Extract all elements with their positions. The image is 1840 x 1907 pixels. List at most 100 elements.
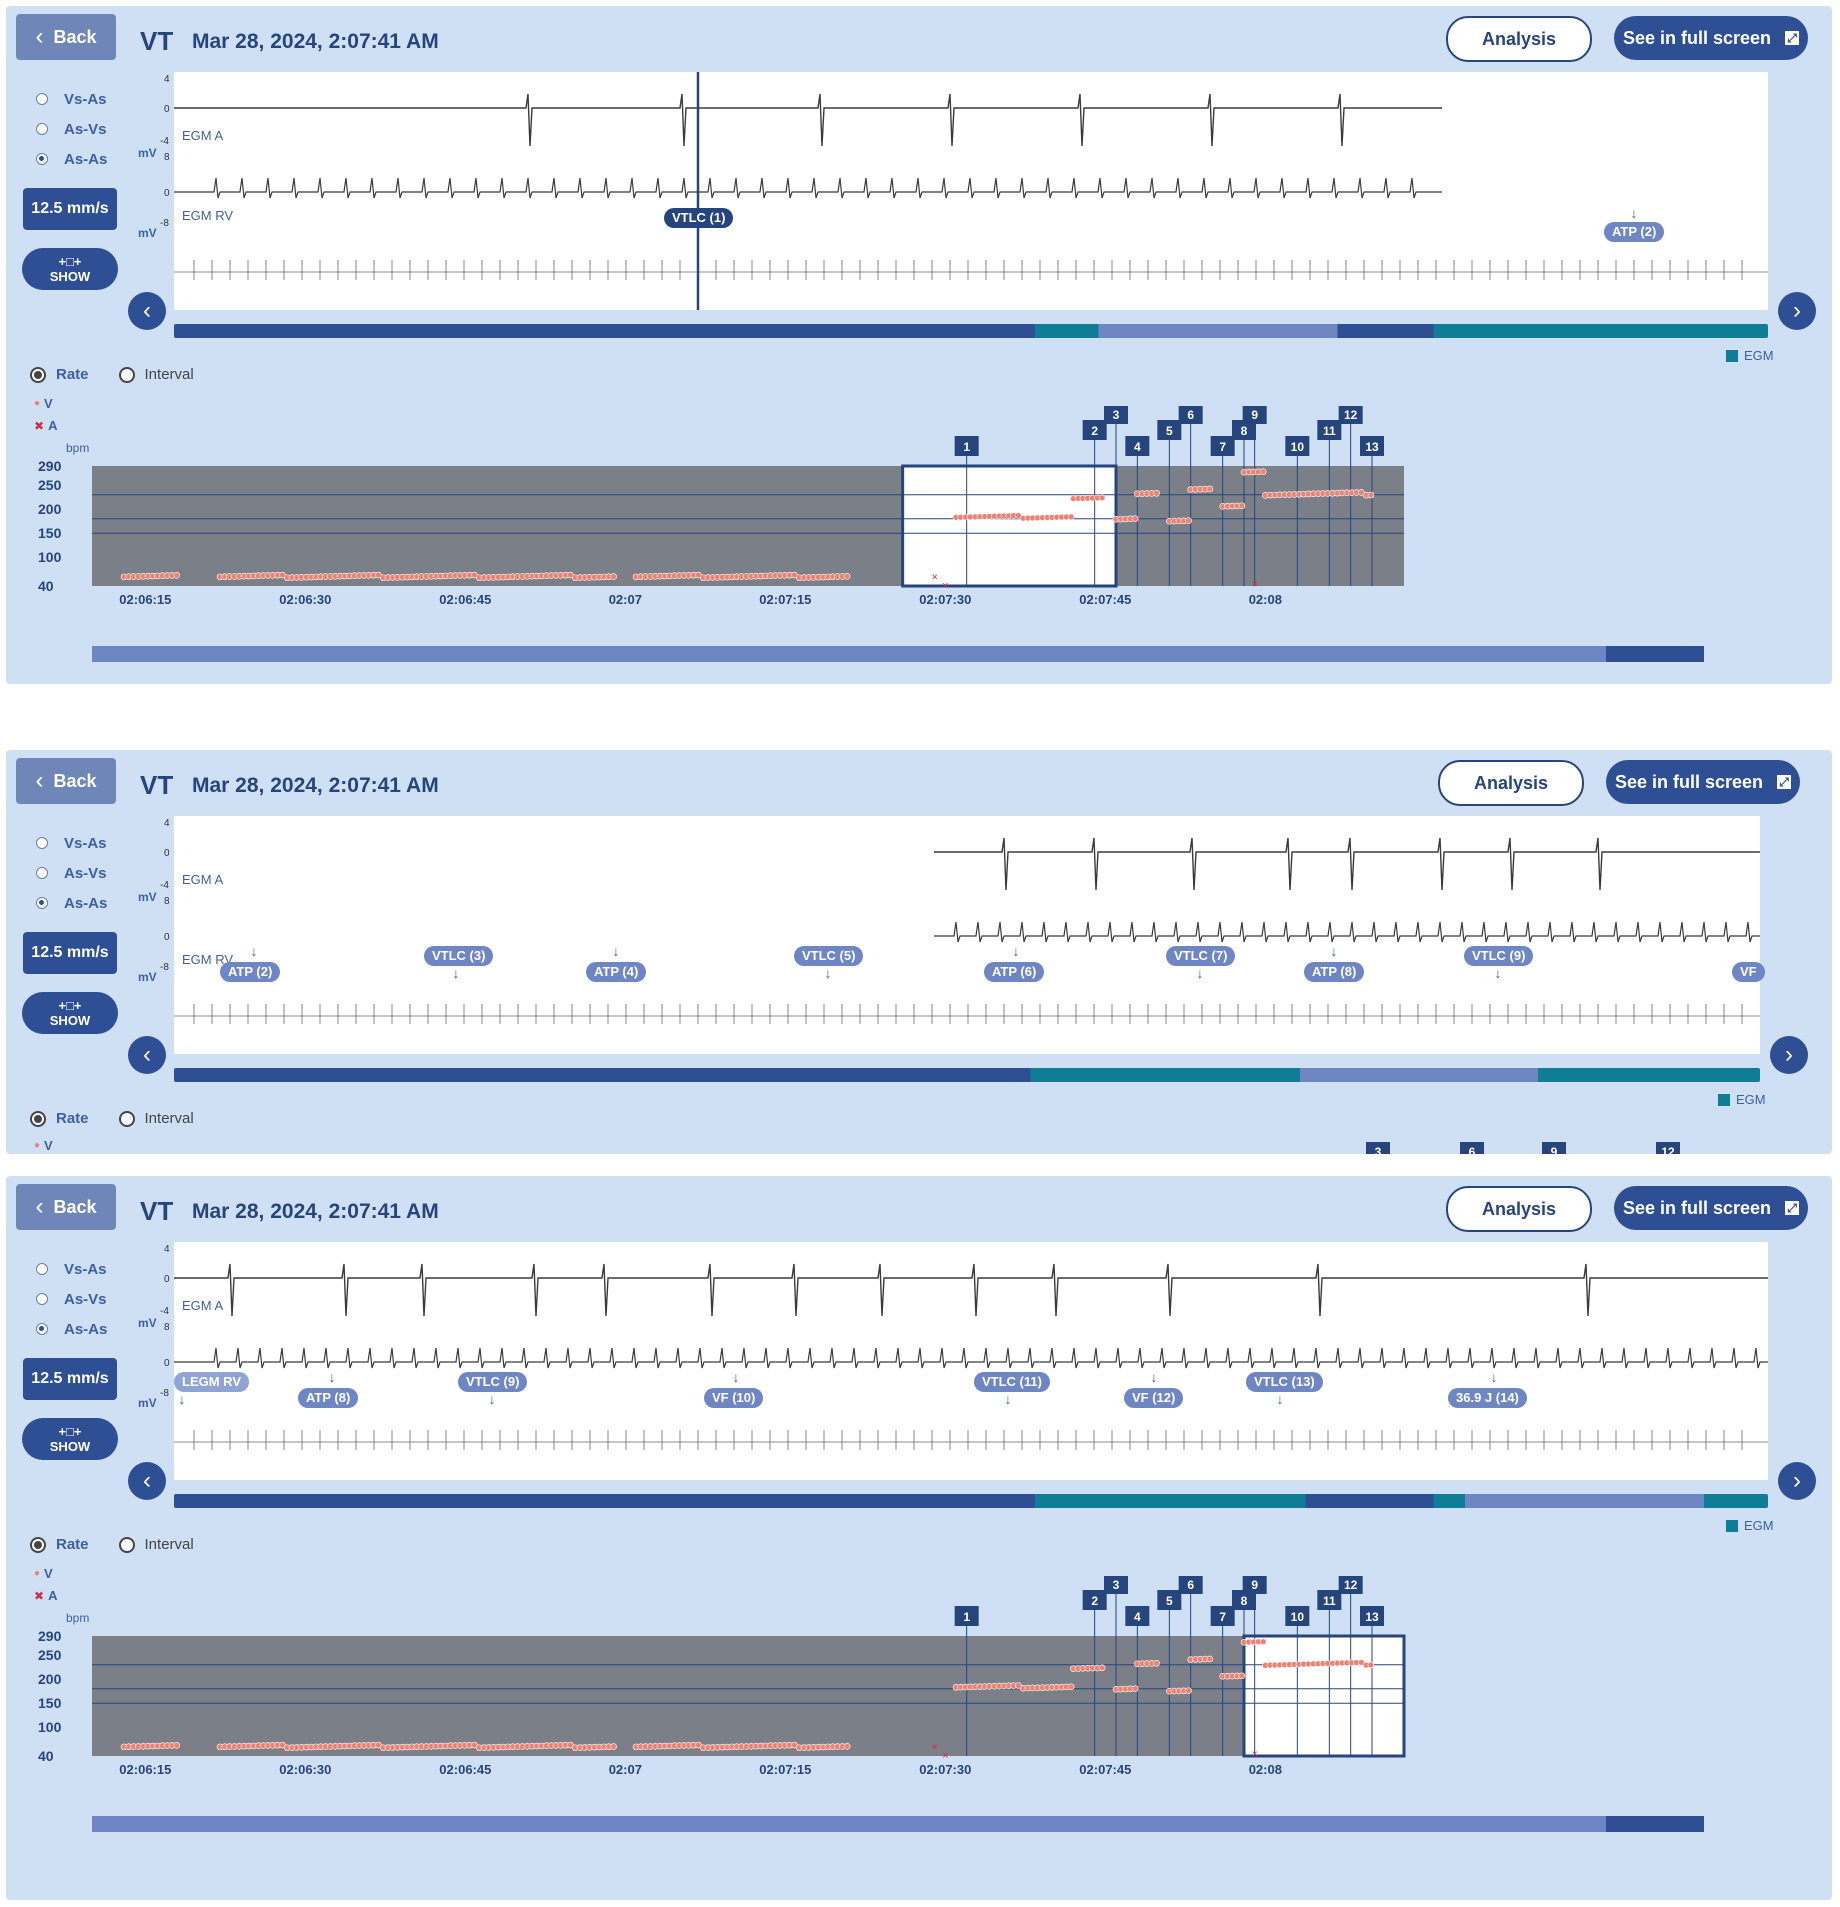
therapy-marker[interactable]: ATP (2) <box>220 962 281 982</box>
rate-trend-chart[interactable]: bpm 290 250 200 150 100 40 02:06:15 02:06:30 02:0… <box>26 1576 1706 1806</box>
episode-chip <box>1338 406 1363 424</box>
analysis-button[interactable]: Analysis <box>1446 16 1592 62</box>
sweep-speed-button[interactable]: 12.5 mm/s <box>23 188 117 230</box>
sweep-speed-button[interactable]: 12.5 mm/s <box>23 1358 117 1400</box>
time-scroll-knob[interactable] <box>1606 646 1704 662</box>
therapy-marker[interactable]: VTLC (13) <box>1246 1372 1323 1392</box>
therapy-marker[interactable]: VTLC (11) <box>974 1372 1050 1392</box>
back-button[interactable]: ‹ Back <box>16 14 116 60</box>
therapy-marker[interactable]: VTLC (7) <box>1166 946 1236 966</box>
show-button[interactable]: +□+ SHOW <box>22 992 118 1034</box>
episode-chip-label: 3 <box>1113 408 1120 422</box>
episode-chip <box>1210 436 1235 456</box>
arrow-down-icon: ↓ <box>1276 1391 1284 1407</box>
next-arrow-button[interactable]: › <box>1778 1462 1816 1500</box>
egm-swatch <box>1718 1093 1730 1106</box>
therapy-marker[interactable]: VTLC (9) <box>458 1372 528 1392</box>
episode-segment-bar[interactable] <box>174 1494 1768 1508</box>
fullscreen-button[interactable]: See in full screen ⤢ <box>1606 760 1800 804</box>
egm-rv-trace <box>174 1347 1768 1369</box>
interval-label: Interval <box>144 1110 194 1127</box>
egm-strip[interactable]: EGM A LEGM RV ↓ ↓ ATP (8) VTLC (9) ↓ ↓ V… <box>174 1242 1768 1480</box>
therapy-marker[interactable]: VF <box>1732 962 1765 982</box>
v-point <box>1067 513 1075 521</box>
y-tick-label: 290 <box>38 1628 62 1644</box>
radio-vs-as[interactable]: Vs-As <box>36 88 107 110</box>
next-arrow-button[interactable]: › <box>1778 292 1816 330</box>
a-point: × <box>1251 1749 1257 1761</box>
rate-trend-chart[interactable]: bpm 290 250 200 150 100 40 02:06:15 02:06:30 02:0… <box>26 406 1706 636</box>
scale-tick: 0 <box>164 848 170 859</box>
radio-as-vs[interactable]: As-Vs <box>36 118 107 140</box>
prev-arrow-button[interactable]: ‹ <box>128 1036 166 1074</box>
radio-as-vs[interactable]: As-Vs <box>36 862 107 884</box>
episode-panel-1: ‹ Back VT Mar 28, 2024, 2:07:41 AM Analys… <box>6 6 1832 684</box>
therapy-marker[interactable]: VTLC (3) <box>424 946 494 966</box>
therapy-marker[interactable]: VTLC (9) <box>1464 946 1534 966</box>
episode-segment-bar[interactable] <box>174 324 1768 338</box>
analysis-button[interactable]: Analysis <box>1446 1186 1592 1232</box>
radio-vs-as[interactable]: Vs-As <box>36 1258 107 1280</box>
episode-chip[interactable]: 12 <box>1656 1142 1680 1154</box>
mv-unit: mV <box>138 970 157 984</box>
therapy-marker[interactable]: VTLC (1) <box>664 208 734 228</box>
time-scroll-bar[interactable] <box>92 1816 1704 1832</box>
show-button[interactable]: +□+ SHOW <box>22 1418 118 1460</box>
scale-tick: 0 <box>164 188 170 199</box>
egm-a-trace <box>174 93 1442 147</box>
time-scroll-knob[interactable] <box>1606 1816 1704 1832</box>
radio-as-as[interactable]: As-As <box>36 892 107 914</box>
time-scroll-bar[interactable] <box>92 646 1704 662</box>
egm-legend-label: EGM <box>1744 1518 1774 1533</box>
v-point <box>610 573 617 580</box>
arrow-down-icon: ↓ <box>1004 1391 1012 1407</box>
fullscreen-button[interactable]: See in full screen ⤢ <box>1614 1186 1808 1230</box>
episode-chip[interactable]: 6 <box>1460 1142 1484 1154</box>
rate-interval-toggle[interactable]: Rate Interval <box>30 366 212 383</box>
radio-label: As-Vs <box>64 864 107 882</box>
egm-strip[interactable]: EGM A EGM RV VTLC (1) ↓ ATP (2) <box>174 72 1768 310</box>
therapy-marker[interactable]: VTLC (5) <box>794 946 864 966</box>
egm-strip[interactable]: EGM A EGM RV ↓ ATP (2) VTLC (3) ↓ ↓ ATP … <box>174 816 1765 1054</box>
episode-chip <box>1285 436 1310 456</box>
episode-segment-bar[interactable] <box>174 1068 1760 1082</box>
radio-icon <box>36 1293 48 1305</box>
therapy-marker[interactable]: VF (10) <box>704 1388 764 1408</box>
therapy-marker[interactable]: LEGM RV <box>174 1372 249 1392</box>
trend-selection-window <box>901 464 1118 588</box>
therapy-marker[interactable]: ATP (8) <box>298 1388 359 1408</box>
rate-interval-toggle[interactable]: Rate Interval <box>30 1536 212 1553</box>
radio-vs-as[interactable]: Vs-As <box>36 832 107 854</box>
egm-legend: EGM <box>1718 1092 1766 1107</box>
episode-type: VT <box>140 770 174 800</box>
therapy-marker[interactable]: ATP (2) <box>1604 222 1665 242</box>
arrow-down-icon: ↓ <box>612 943 620 959</box>
prev-arrow-button[interactable]: ‹ <box>128 292 166 330</box>
sweep-speed-button[interactable]: 12.5 mm/s <box>23 932 117 974</box>
episode-chip[interactable]: 9 <box>1542 1142 1566 1154</box>
radio-label: As-As <box>64 894 108 912</box>
legend-a: ✖ A <box>34 418 57 433</box>
prev-arrow-button[interactable]: ‹ <box>128 1462 166 1500</box>
scale-tick: -8 <box>160 218 169 229</box>
back-button[interactable]: ‹ Back <box>16 758 116 804</box>
episode-chip-label: 8 <box>1241 1594 1248 1608</box>
analysis-button[interactable]: Analysis <box>1438 760 1584 806</box>
next-arrow-button[interactable]: › <box>1770 1036 1808 1074</box>
fullscreen-button[interactable]: See in full screen ⤢ <box>1614 16 1808 60</box>
episode-chip[interactable]: 3 <box>1366 1142 1390 1154</box>
scale-tick: -8 <box>160 1388 169 1399</box>
back-button[interactable]: ‹ Back <box>16 1184 116 1230</box>
show-button[interactable]: +□+ SHOW <box>22 248 118 290</box>
rate-interval-toggle[interactable]: Rate Interval <box>30 1110 212 1127</box>
scale-tick: 0 <box>164 1358 170 1369</box>
radio-as-as[interactable]: As-As <box>36 1318 107 1340</box>
therapy-marker[interactable]: VF (12) <box>1124 1388 1184 1408</box>
therapy-marker[interactable]: ATP (8) <box>1304 962 1365 982</box>
therapy-marker[interactable]: 36.9 J (14) <box>1448 1388 1527 1408</box>
radio-as-vs[interactable]: As-Vs <box>36 1288 107 1310</box>
scale-tick: 0 <box>164 932 170 943</box>
radio-as-as[interactable]: As-As <box>36 148 107 170</box>
therapy-marker[interactable]: ATP (4) <box>586 962 647 982</box>
therapy-marker[interactable]: ATP (6) <box>984 962 1045 982</box>
